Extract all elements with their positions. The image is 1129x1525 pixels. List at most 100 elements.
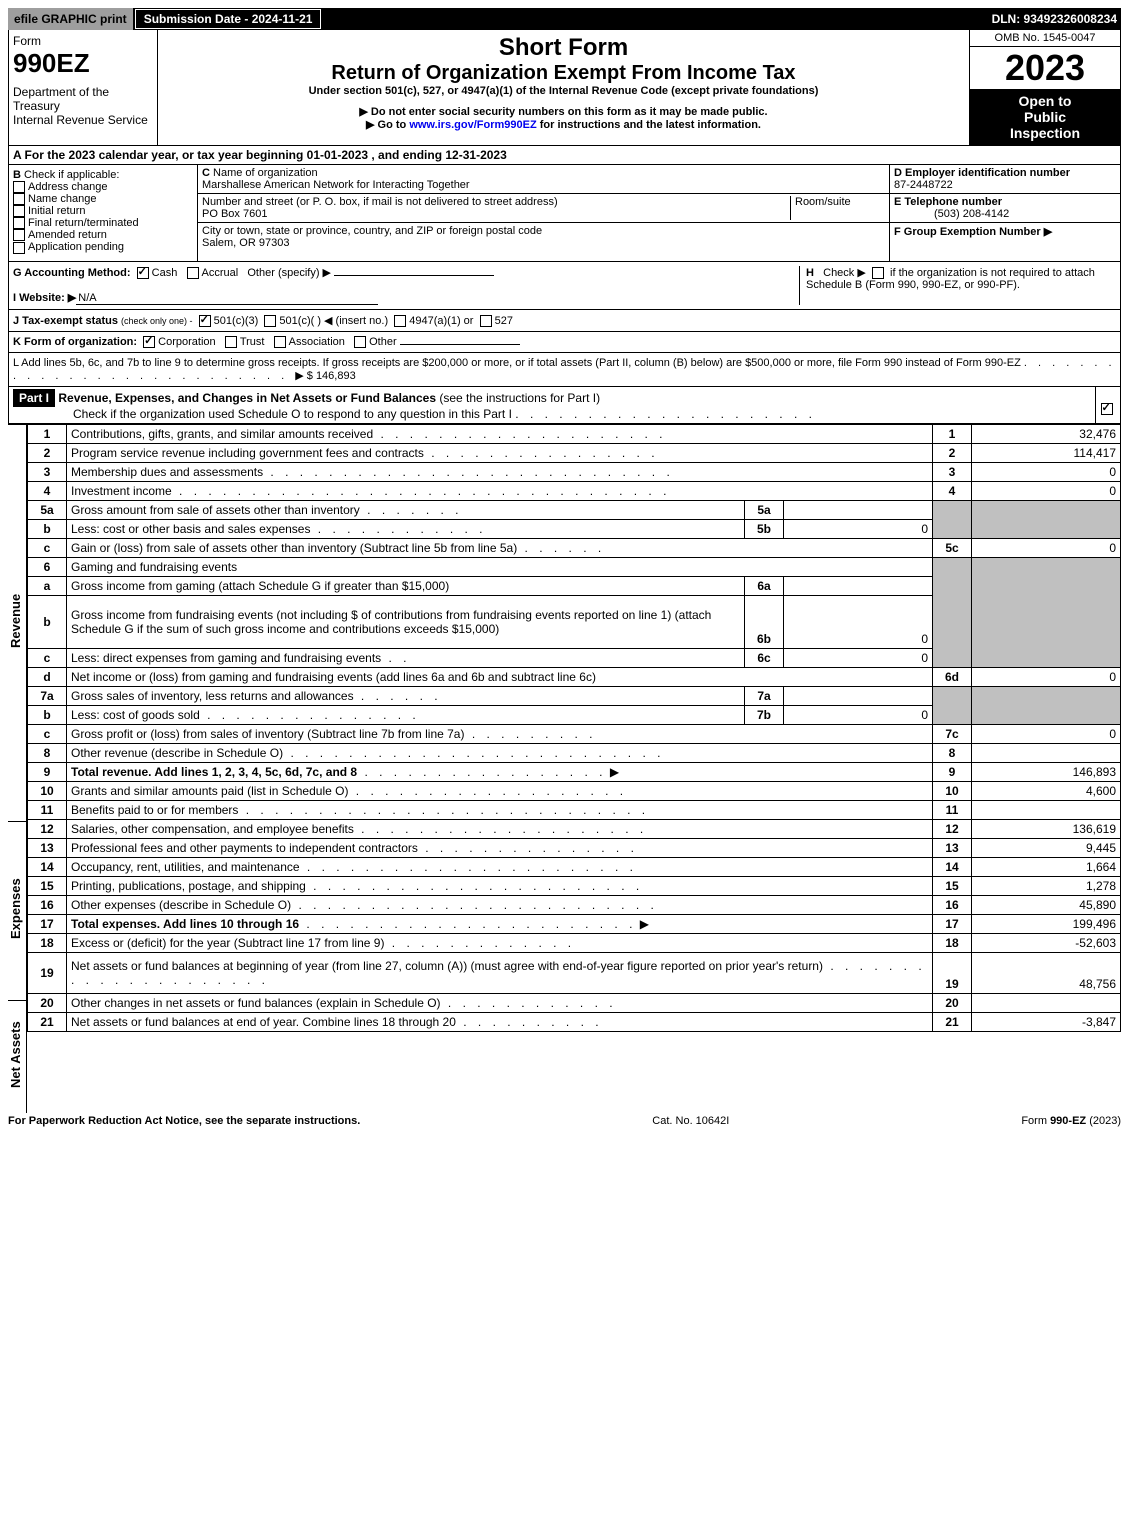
section-bcdef: B Check if applicable: Address change Na… bbox=[8, 165, 1121, 262]
expenses-label: Expenses bbox=[8, 821, 27, 1000]
checkbox-amended[interactable] bbox=[13, 229, 25, 241]
checkbox-501c[interactable] bbox=[264, 315, 276, 327]
org-address: PO Box 7601 bbox=[202, 208, 267, 220]
lines-table: 1Contributions, gifts, grants, and simil… bbox=[27, 424, 1121, 1032]
irs-link[interactable]: www.irs.gov/Form990EZ bbox=[409, 119, 536, 131]
top-bar: efile GRAPHIC print Submission Date - 20… bbox=[8, 8, 1121, 30]
checkbox-accrual[interactable] bbox=[187, 267, 199, 279]
line-4: 4Investment income . . . . . . . . . . .… bbox=[28, 482, 1121, 501]
e-label: E Telephone number bbox=[894, 196, 1002, 208]
checkbox-cash[interactable] bbox=[137, 267, 149, 279]
g-label: G Accounting Method: bbox=[13, 267, 131, 279]
addr-row: Number and street (or P. O. box, if mail… bbox=[198, 194, 889, 223]
row-gh: G Accounting Method: Cash Accrual Other … bbox=[8, 262, 1121, 310]
checkbox-initial-return[interactable] bbox=[13, 205, 25, 217]
line-12: 12Salaries, other compensation, and empl… bbox=[28, 820, 1121, 839]
section-h: H Check ▶ if the organization is not req… bbox=[799, 266, 1116, 305]
city-label: City or town, state or province, country… bbox=[202, 225, 542, 237]
c-label: C bbox=[202, 167, 210, 179]
line-19: 19Net assets or fund balances at beginni… bbox=[28, 953, 1121, 994]
line-15: 15Printing, publications, postage, and s… bbox=[28, 877, 1121, 896]
line-17: 17Total expenses. Add lines 10 through 1… bbox=[28, 915, 1121, 934]
line-1: 1Contributions, gifts, grants, and simil… bbox=[28, 425, 1121, 444]
tax-year: 2023 bbox=[970, 47, 1120, 89]
section-def: D Employer identification number 87-2448… bbox=[889, 165, 1120, 261]
line-14: 14Occupancy, rent, utilities, and mainte… bbox=[28, 858, 1121, 877]
opt-501c3: 501(c)(3) bbox=[214, 315, 259, 327]
line-3: 3Membership dues and assessments . . . .… bbox=[28, 463, 1121, 482]
subtitle: Under section 501(c), 527, or 4947(a)(1)… bbox=[162, 85, 965, 97]
checkbox-4947[interactable] bbox=[394, 315, 406, 327]
h-label: H bbox=[806, 267, 814, 279]
checkbox-name-change[interactable] bbox=[13, 193, 25, 205]
section-j: J Tax-exempt status (check only one) - 5… bbox=[8, 310, 1121, 332]
group-exemption-cell: F Group Exemption Number ▶ bbox=[890, 223, 1120, 261]
opt-name-change: Name change bbox=[28, 193, 97, 205]
section-b: B Check if applicable: Address change Na… bbox=[9, 165, 198, 261]
opt-corporation: Corporation bbox=[158, 336, 215, 348]
netassets-label: Net Assets bbox=[8, 1000, 27, 1113]
short-form-title: Short Form bbox=[162, 34, 965, 62]
checkbox-schedule-o[interactable] bbox=[1101, 403, 1113, 415]
form-id-block: Form 990EZ Department of the Treasury In… bbox=[9, 30, 158, 145]
i-label: I Website: ▶ bbox=[13, 292, 76, 304]
dots-icon: . . . . . . . . . . . . . . . . . . . . … bbox=[515, 407, 816, 421]
city-row: City or town, state or province, country… bbox=[198, 223, 889, 251]
section-l: L Add lines 5b, 6c, and 7b to line 9 to … bbox=[8, 353, 1121, 387]
return-title: Return of Organization Exempt From Incom… bbox=[162, 62, 965, 85]
l-text: L Add lines 5b, 6c, and 7b to line 9 to … bbox=[13, 357, 1021, 369]
line-13: 13Professional fees and other payments t… bbox=[28, 839, 1121, 858]
section-g: G Accounting Method: Cash Accrual Other … bbox=[13, 266, 799, 305]
line-6d: dNet income or (loss) from gaming and fu… bbox=[28, 668, 1121, 687]
checkbox-trust[interactable] bbox=[225, 336, 237, 348]
name-label: Name of organization bbox=[213, 167, 318, 179]
form-word: Form bbox=[13, 34, 153, 48]
dept-treasury: Department of the Treasury bbox=[13, 85, 153, 113]
checkbox-address-change[interactable] bbox=[13, 181, 25, 193]
efile-print-button[interactable]: efile GRAPHIC print bbox=[8, 8, 133, 30]
form-code: 990EZ bbox=[13, 48, 153, 79]
section-a: A For the 2023 calendar year, or tax yea… bbox=[8, 146, 1121, 165]
room-suite: Room/suite bbox=[790, 196, 885, 220]
checkbox-501c3[interactable] bbox=[199, 315, 211, 327]
omb-number: OMB No. 1545-0047 bbox=[970, 30, 1120, 47]
inspection-line2: Public bbox=[974, 109, 1116, 125]
goto-line: ▶ Go to www.irs.gov/Form990EZ for instru… bbox=[162, 118, 965, 131]
part1-sub: (see the instructions for Part I) bbox=[439, 391, 600, 405]
opt-application-pending: Application pending bbox=[28, 241, 124, 253]
checkbox-527[interactable] bbox=[480, 315, 492, 327]
ein-cell: D Employer identification number 87-2448… bbox=[890, 165, 1120, 194]
j-label: J Tax-exempt status bbox=[13, 315, 118, 327]
part1-body: Revenue Expenses Net Assets 1Contributio… bbox=[8, 424, 1121, 1113]
org-city: Salem, OR 97303 bbox=[202, 237, 289, 249]
opt-final-return: Final return/terminated bbox=[28, 217, 139, 229]
checkbox-corporation[interactable] bbox=[143, 336, 155, 348]
inspection-line3: Inspection bbox=[974, 125, 1116, 141]
other-method-input[interactable] bbox=[334, 275, 494, 276]
line-5c: cGain or (loss) from sale of assets othe… bbox=[28, 539, 1121, 558]
checkbox-other-org[interactable] bbox=[354, 336, 366, 348]
checkbox-schedule-b[interactable] bbox=[872, 267, 884, 279]
line-10: 10Grants and similar amounts paid (list … bbox=[28, 782, 1121, 801]
line-8: 8Other revenue (describe in Schedule O) … bbox=[28, 744, 1121, 763]
part1-badge: Part I bbox=[13, 389, 55, 407]
org-name-row: C Name of organization Marshallese Ameri… bbox=[198, 165, 889, 194]
opt-4947: 4947(a)(1) or bbox=[409, 315, 473, 327]
goto-pre: ▶ Go to bbox=[366, 119, 409, 131]
checkbox-association[interactable] bbox=[274, 336, 286, 348]
j-sub: (check only one) - bbox=[121, 316, 193, 326]
opt-address-change: Address change bbox=[28, 181, 108, 193]
dln: DLN: 93492326008234 bbox=[992, 12, 1121, 26]
opt-trust: Trust bbox=[240, 336, 265, 348]
other-org-input[interactable] bbox=[400, 344, 520, 345]
k-label: K Form of organization: bbox=[13, 336, 137, 348]
footer-left: For Paperwork Reduction Act Notice, see … bbox=[8, 1115, 360, 1127]
line-7c: cGross profit or (loss) from sales of in… bbox=[28, 725, 1121, 744]
checkbox-final-return[interactable] bbox=[13, 217, 25, 229]
opt-other-org: Other bbox=[369, 336, 397, 348]
checkbox-application-pending[interactable] bbox=[13, 242, 25, 254]
l-amount: ▶ $ 146,893 bbox=[295, 370, 355, 382]
line-11: 11Benefits paid to or for members . . . … bbox=[28, 801, 1121, 820]
line-2: 2Program service revenue including gover… bbox=[28, 444, 1121, 463]
opt-527: 527 bbox=[495, 315, 513, 327]
